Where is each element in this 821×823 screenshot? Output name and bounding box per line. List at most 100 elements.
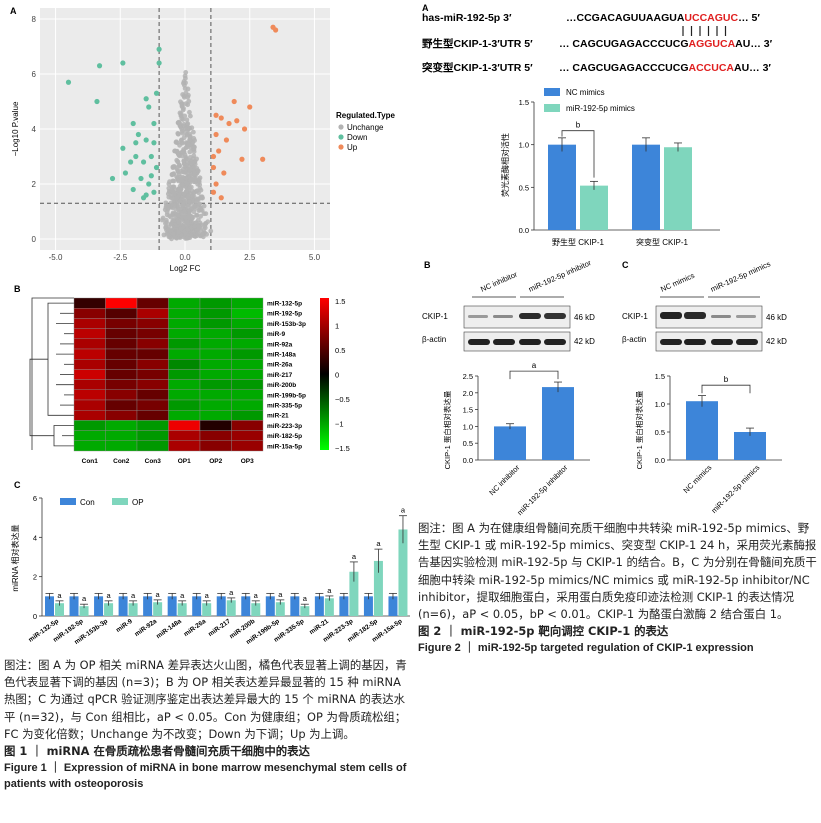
volcano-point-down bbox=[146, 181, 152, 187]
volcano-point-down bbox=[153, 90, 160, 96]
heatmap-cell bbox=[73, 399, 106, 411]
figure2-title-en: Figure 2 ｜ miR-192-5p targeted regulatio… bbox=[418, 642, 754, 655]
heatmap-cell bbox=[168, 318, 201, 329]
legend-label-up: Up bbox=[347, 143, 358, 152]
heatmap-row-label: miR-132-5p bbox=[267, 301, 302, 308]
bar-c-sig-label: a bbox=[156, 590, 161, 599]
legend-label-unchange: Unchange bbox=[347, 123, 384, 132]
heatmap-cell bbox=[199, 440, 232, 452]
bar-c-con-bar bbox=[314, 596, 324, 616]
bar-c-op-bar bbox=[251, 603, 261, 616]
seq2-site: AGGUCA bbox=[689, 38, 736, 50]
wb-b-ytick-label: 1.0 bbox=[463, 422, 473, 431]
heatmap-cell bbox=[136, 440, 169, 452]
volcano-point-unchange bbox=[160, 215, 166, 221]
volcano-point-unchange bbox=[194, 213, 199, 218]
volcano-plot: A -5.0 -2.5 0.0 2.5 5.0 0 2 4 6 8 Log2 FC −Log10 … bbox=[10, 6, 396, 273]
bar-c-sig-label: a bbox=[229, 588, 234, 597]
seq1-pre: …CCGACAGUUAAGUA bbox=[566, 12, 685, 24]
volcano-point-unchange bbox=[164, 231, 170, 237]
heatmap-cell bbox=[136, 338, 169, 350]
volcano-point-unchange bbox=[179, 101, 185, 107]
volcano-xtick-label: 0.0 bbox=[179, 253, 191, 262]
heatmap-cell bbox=[136, 369, 169, 380]
volcano-point-unchange bbox=[170, 165, 176, 171]
bar-c-op-bar bbox=[398, 529, 408, 616]
volcano-point-unchange bbox=[188, 159, 194, 165]
bar-c-sig-label: a bbox=[57, 591, 62, 600]
volcano-point-up bbox=[221, 170, 227, 176]
heatmap-cell bbox=[168, 399, 201, 411]
volcano-point-up bbox=[218, 195, 224, 201]
volcano-legend-title: Regulated.Type bbox=[336, 111, 396, 120]
volcano-point-unchange bbox=[195, 230, 201, 236]
volcano-point-down bbox=[156, 60, 162, 66]
wb-b-ytick-label: 1.5 bbox=[463, 406, 473, 415]
volcano-point-down bbox=[94, 98, 100, 105]
volcano-point-up bbox=[231, 98, 237, 105]
volcano-point-up bbox=[213, 131, 219, 138]
legend-label-con: Con bbox=[80, 498, 95, 507]
wb-b-ylabel: CKIP-1 蛋白相对表达量 bbox=[442, 390, 452, 469]
volcano-point-unchange bbox=[189, 193, 195, 199]
luc-ylabel: 荧光素酶相对活性 bbox=[500, 133, 510, 197]
heatmap-cell bbox=[136, 379, 169, 390]
volcano-point-down bbox=[130, 186, 136, 193]
volcano-point-down bbox=[65, 79, 72, 85]
wb-b-blot-actin bbox=[463, 331, 571, 352]
heatmap-cell bbox=[136, 420, 169, 431]
volcano-point-down bbox=[133, 140, 139, 146]
volcano-point-down bbox=[133, 153, 139, 160]
bar-c-op-bar bbox=[55, 603, 64, 616]
volcano-point-unchange bbox=[192, 144, 197, 150]
wb-b-ytick-label: 2.0 bbox=[463, 389, 473, 398]
heatmap-scale-tick: 1 bbox=[335, 322, 339, 331]
volcano-xlabel: Log2 FC bbox=[170, 264, 201, 273]
dendro-branch bbox=[47, 302, 74, 416]
heatmap-cell bbox=[73, 348, 106, 360]
volcano-point-unchange bbox=[188, 177, 193, 183]
wb-b-category-label: miR-192-5p inhibitor bbox=[515, 463, 569, 517]
heatmap-cell bbox=[136, 328, 169, 339]
volcano-point-unchange bbox=[194, 188, 200, 194]
wb-c-band-ckip: CKIP-1 bbox=[622, 312, 648, 321]
heatmap-cell bbox=[231, 399, 264, 411]
luc-ytick-label: 0.5 bbox=[519, 183, 529, 192]
wb-c-category-label: miR-192-5p mimics bbox=[709, 463, 761, 515]
volcano-point-up bbox=[213, 112, 219, 118]
heatmap-cell bbox=[136, 409, 169, 421]
volcano-point-down bbox=[151, 120, 157, 127]
volcano-point-down bbox=[151, 189, 157, 195]
wb-b-ytick-label: 0.5 bbox=[463, 439, 473, 448]
heatmap-cell bbox=[73, 308, 106, 319]
heatmap-cell bbox=[105, 409, 138, 421]
volcano-xtick-label: 5.0 bbox=[309, 253, 321, 262]
heatmap-cell bbox=[199, 318, 232, 329]
luc-bar bbox=[632, 144, 660, 230]
volcano-point-down bbox=[140, 159, 147, 165]
heatmap-scale-tick: −1.5 bbox=[335, 444, 350, 453]
volcano-point-up bbox=[260, 156, 266, 162]
volcano-point-unchange bbox=[169, 236, 174, 242]
bar-c-op-bar bbox=[104, 603, 114, 616]
heatmap-cell bbox=[199, 409, 232, 421]
heatmap-cell bbox=[231, 389, 264, 401]
volcano-point-unchange bbox=[164, 209, 170, 215]
wb-c-band-actin: β-actin bbox=[622, 335, 646, 344]
seq1-label: has-miR-192-5p 3′ bbox=[422, 12, 512, 24]
heatmap-row-label: miR-21 bbox=[267, 413, 289, 420]
figure2-note: 图注：图 A 为在健康组骨髓间充质干细胞中共转染 miR-192-5p mimi… bbox=[418, 521, 817, 622]
volcano-point-unchange bbox=[178, 138, 184, 143]
bar-c-op-bar bbox=[128, 603, 138, 616]
wb-b-lane1: NC inhibitor bbox=[479, 269, 519, 293]
volcano-point-unchange bbox=[187, 208, 193, 214]
legend-swatch-up bbox=[338, 144, 344, 150]
volcano-point-unchange bbox=[182, 86, 188, 91]
luc-ytick-label: 1.5 bbox=[519, 98, 529, 107]
bar-c-ylabel: miRNA 相对表达量 bbox=[10, 524, 20, 591]
volcano-point-unchange bbox=[171, 231, 176, 237]
bar-c-sig-label: a bbox=[376, 539, 381, 548]
volcano-point-unchange bbox=[182, 152, 188, 158]
bar-c-sig-label: a bbox=[278, 590, 283, 599]
heatmap-panel-label: B bbox=[14, 284, 21, 294]
